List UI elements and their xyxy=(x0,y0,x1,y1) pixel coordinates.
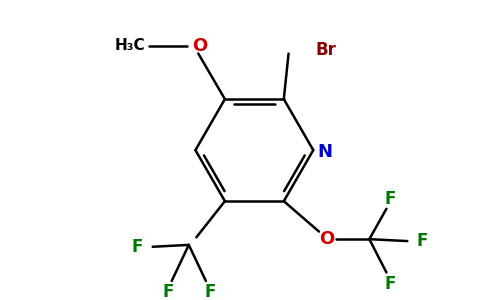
Text: F: F xyxy=(132,238,143,256)
Text: O: O xyxy=(319,230,334,248)
Text: F: F xyxy=(204,284,215,300)
Text: F: F xyxy=(162,284,174,300)
Text: N: N xyxy=(317,143,332,161)
Text: F: F xyxy=(385,190,396,208)
Text: H₃C: H₃C xyxy=(114,38,145,53)
Text: Br: Br xyxy=(315,41,336,59)
Text: F: F xyxy=(385,275,396,293)
Text: F: F xyxy=(417,232,428,250)
Text: O: O xyxy=(193,37,208,55)
